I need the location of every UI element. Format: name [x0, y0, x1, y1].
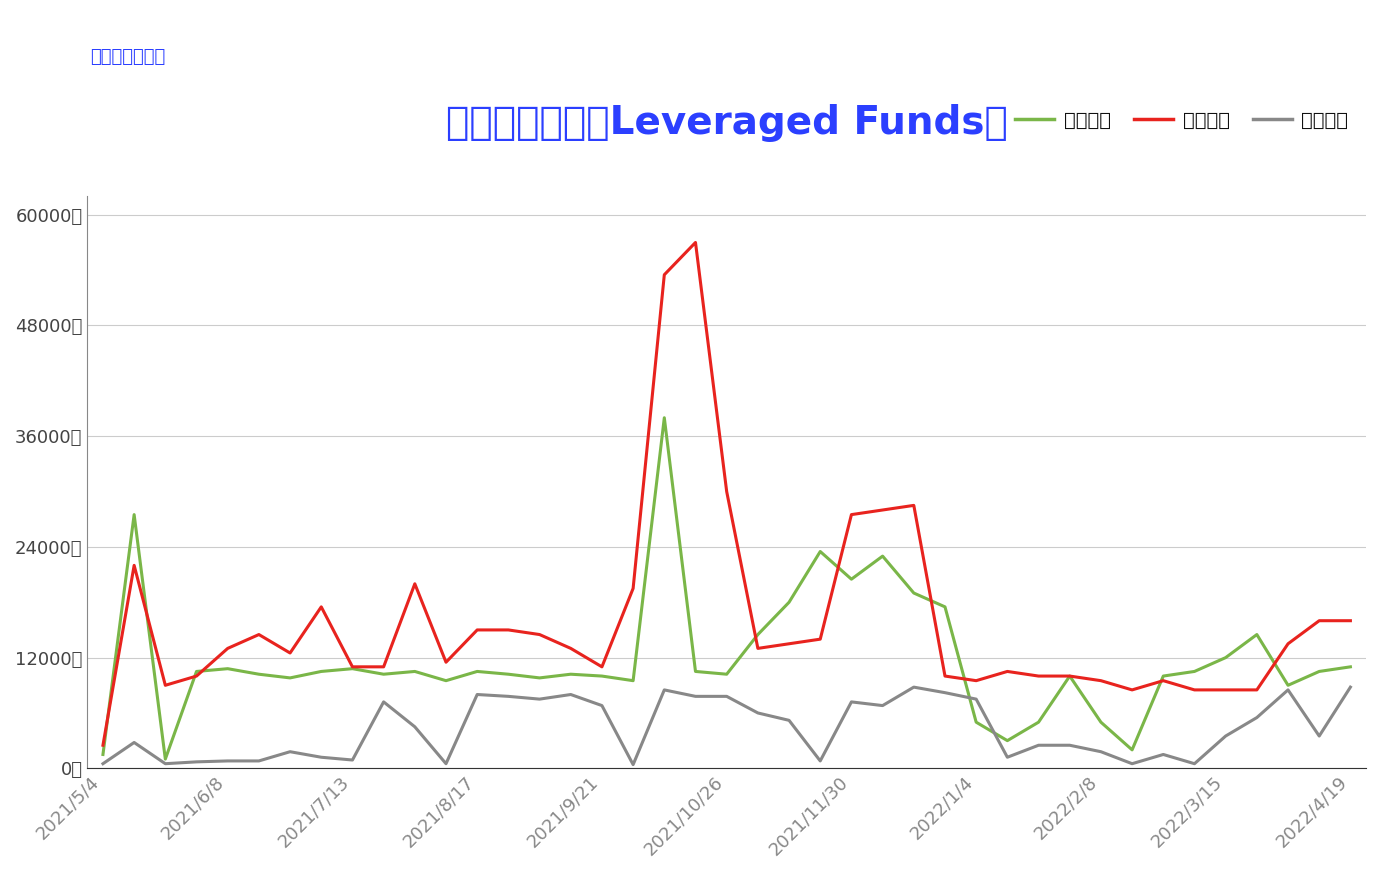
Title: 杆杆基金持仓（Leveraged Funds）: 杆杆基金持仓（Leveraged Funds）	[446, 104, 1008, 142]
Legend: 多头头寸, 空头头寸, 双向持仓: 多头头寸, 空头头寸, 双向持仓	[1007, 103, 1356, 138]
Text: 微型比特币合约: 微型比特币合约	[90, 48, 164, 66]
